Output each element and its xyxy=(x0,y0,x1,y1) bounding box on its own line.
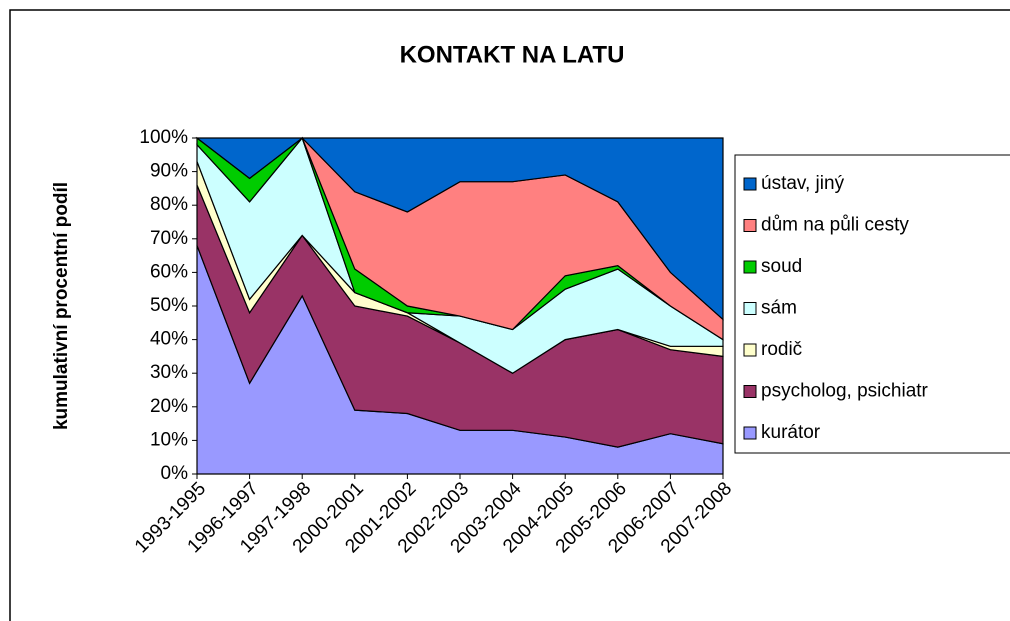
legend-swatch xyxy=(743,219,757,232)
y-tick-label: 20% xyxy=(150,396,188,417)
area xyxy=(195,137,724,321)
legend-label: rodič xyxy=(761,339,802,360)
chart-title: KONTAKT NA LATU xyxy=(400,41,625,68)
y-tick-label: 100% xyxy=(139,127,188,148)
y-tick-label: 70% xyxy=(150,228,188,249)
legend-box xyxy=(734,154,1010,454)
legend-label: kurátor xyxy=(761,422,821,443)
y-tick-label: 10% xyxy=(150,429,188,450)
y-tick-label: 90% xyxy=(150,161,188,182)
y-tick-label: 80% xyxy=(150,194,188,215)
y-tick-label: 60% xyxy=(150,261,188,282)
legend-swatch xyxy=(743,426,757,440)
y-tick-label: 0% xyxy=(161,463,189,484)
y-tick-label: 50% xyxy=(150,295,188,316)
legend-label: psycholog, psichiatr xyxy=(761,381,929,402)
legend-swatch xyxy=(743,260,757,274)
legend-swatch xyxy=(743,177,757,191)
y-axis-title: kumulativní procentní podíl xyxy=(51,182,72,430)
y-tick-label: 30% xyxy=(150,362,188,383)
legend-swatch xyxy=(743,302,757,315)
legend-label: dům na půli cesty xyxy=(761,215,909,236)
legend-label: sám xyxy=(761,298,797,319)
legend-swatch xyxy=(743,343,757,357)
legend-label: soud xyxy=(761,256,802,277)
y-tick-label: 40% xyxy=(150,329,188,350)
legend-label: ústav, jiný xyxy=(761,173,845,194)
legend-swatch xyxy=(743,385,757,398)
